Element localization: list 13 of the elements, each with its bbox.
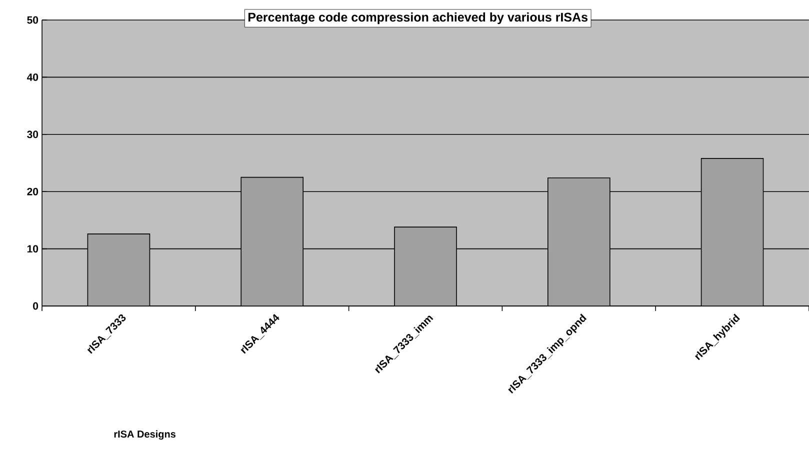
chart-title: Percentage code compression achieved by various rISAs bbox=[248, 12, 588, 24]
bar bbox=[700, 158, 764, 306]
x-axis-title: rISA Designs bbox=[114, 430, 176, 440]
bar bbox=[240, 176, 304, 306]
y-tick-label: 0 bbox=[33, 302, 38, 310]
y-tick-label: 40 bbox=[26, 73, 38, 81]
y-tick-label: 50 bbox=[27, 16, 38, 24]
y-tick-label: 10 bbox=[27, 245, 38, 253]
bar bbox=[394, 226, 457, 306]
bar bbox=[548, 177, 610, 306]
y-tick-label: 20 bbox=[27, 188, 38, 196]
bar bbox=[87, 234, 150, 306]
y-tick-label: 30 bbox=[27, 130, 38, 138]
